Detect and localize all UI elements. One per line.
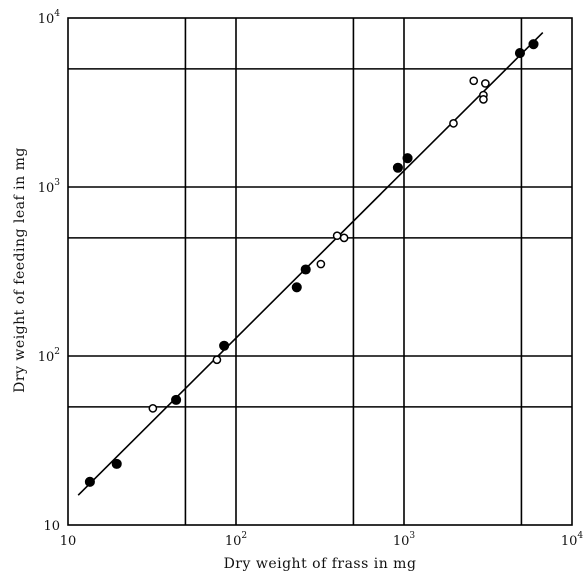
data-points [84,39,539,487]
x-axis-label: Dry weight of frass in mg [224,556,417,572]
filled-data-point [300,264,311,275]
x-tick-labels: 10 102 103 104 [60,531,584,549]
y-tick-labels: 10 102 103 104 [38,9,61,534]
filled-data-point [514,48,526,59]
open-data-point [339,233,349,243]
open-data-point [332,231,342,241]
y-tick-label: 102 [38,347,60,365]
plot-frame [67,17,573,526]
open-data-point [212,355,222,365]
filled-data-point [291,282,302,293]
filled-data-point [392,162,403,173]
x-tick-label: 104 [561,531,584,549]
x-tick-label: 102 [225,531,247,549]
filled-data-point [219,340,230,351]
filled-data-point [84,476,95,487]
regression-line-group [77,31,544,496]
y-tick-label: 103 [38,178,61,196]
open-data-point [481,79,490,88]
filled-data-point [402,153,413,164]
filled-data-point [528,39,539,50]
x-tick-label: 103 [393,531,416,549]
y-axis-label: Dry weight of feeding leaf in mg [12,147,28,393]
y-tick-label: 104 [38,9,61,27]
open-data-point [449,119,458,128]
regression-line [77,31,544,496]
filled-data-point [171,394,182,405]
grid-lines [68,18,572,525]
x-tick-label: 10 [60,534,77,549]
open-data-point [469,76,479,86]
open-data-point [316,259,326,269]
y-tick-label: 10 [43,519,60,534]
open-data-point [479,95,488,104]
open-data-point [148,404,158,413]
filled-data-point [111,458,122,469]
